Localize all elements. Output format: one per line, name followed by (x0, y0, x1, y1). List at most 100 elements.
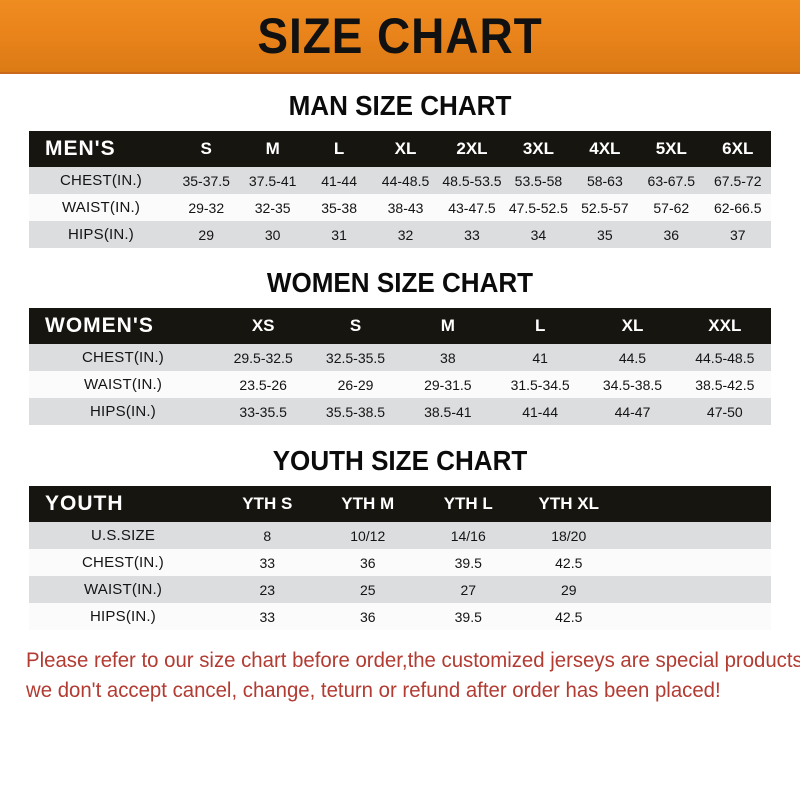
table-cell: 62-66.5 (704, 194, 771, 221)
table-cell: 44-47 (586, 398, 679, 425)
table-row: HIPS(IN.) 29 30 31 32 33 34 35 36 37 (29, 221, 771, 248)
column-header-size: YTH XL (518, 486, 619, 522)
column-header-size: L (493, 308, 587, 344)
column-header-size: L (305, 131, 373, 167)
table-row: WAIST(IN.) 23.5-26 26-29 29-31.5 31.5-34… (29, 371, 771, 398)
table-cell: 36 (317, 603, 418, 630)
table-cell: 42.5 (518, 603, 619, 630)
table-cell: 38-43 (372, 194, 439, 221)
table-header-row: YOUTH YTH S YTH M YTH L YTH XL (29, 486, 771, 522)
notice-line-2: we don't accept cancel, change, teturn o… (26, 678, 721, 702)
column-header-size: S (173, 131, 240, 167)
table-cell: 35 (571, 221, 639, 248)
table-cell: 33-35.5 (217, 398, 310, 425)
table-row: U.S.SIZE 8 10/12 14/16 18/20 (29, 522, 771, 549)
table-cell: 48.5-53.5 (438, 167, 506, 194)
table-cell: 26-29 (309, 371, 402, 398)
table-cell: 41-44 (305, 167, 373, 194)
women-section-title: WOMEN SIZE CHART (266, 267, 534, 298)
column-header-size: YTH M (317, 486, 418, 522)
order-policy-notice: Please refer to our size chart before or… (26, 646, 800, 706)
table-cell: 47.5-52.5 (505, 194, 572, 221)
table-cell: 32 (372, 221, 439, 248)
table-cell: 39.5 (418, 603, 519, 630)
row-label: HIPS(IN.) (29, 221, 173, 248)
table-cell: 29 (518, 576, 619, 603)
column-header-size: XS (217, 308, 310, 344)
row-label: WAIST(IN.) (29, 371, 217, 398)
column-header-size: M (239, 131, 306, 167)
table-cell: 34.5-38.5 (586, 371, 679, 398)
table-cell: 41-44 (493, 398, 587, 425)
table-cell: 34 (505, 221, 572, 248)
column-header-size: YTH S (217, 486, 318, 522)
table-cell: 38 (401, 344, 494, 371)
row-label: HIPS(IN.) (29, 398, 217, 425)
table-cell: 42.5 (518, 549, 619, 576)
column-header-size: XL (372, 131, 439, 167)
column-header-label: MEN'S (29, 131, 173, 167)
column-header-size: 4XL (571, 131, 639, 167)
table-cell: 35-37.5 (173, 167, 240, 194)
table-row: WAIST(IN.) 29-32 32-35 35-38 38-43 43-47… (29, 194, 771, 221)
row-label: HIPS(IN.) (29, 603, 217, 630)
table-cell: 23.5-26 (217, 371, 310, 398)
column-header-size: XXL (678, 308, 771, 344)
table-header-row: WOMEN'S XS S M L XL XXL (29, 308, 771, 344)
table-cell: 29 (173, 221, 240, 248)
table-cell: 58-63 (571, 167, 639, 194)
table-row: CHEST(IN.) 33 36 39.5 42.5 (29, 549, 771, 576)
table-header-row: MEN'S S M L XL 2XL 3XL 4XL 5XL 6XL (29, 131, 771, 167)
table-cell: 47-50 (678, 398, 771, 425)
table-cell: 33 (438, 221, 506, 248)
table-cell: 25 (317, 576, 418, 603)
row-label: U.S.SIZE (29, 522, 217, 549)
table-cell-spacer (619, 522, 771, 549)
column-header-size: 3XL (505, 131, 572, 167)
table-cell: 32.5-35.5 (309, 344, 402, 371)
table-cell: 29.5-32.5 (217, 344, 310, 371)
column-header-size: S (309, 308, 402, 344)
man-section-title: MAN SIZE CHART (288, 90, 512, 121)
size-chart-banner: SIZE CHART (0, 0, 800, 74)
table-cell: 37 (704, 221, 771, 248)
table-row: WAIST(IN.) 23 25 27 29 (29, 576, 771, 603)
table-cell: 43-47.5 (438, 194, 506, 221)
youth-size-table: YOUTH YTH S YTH M YTH L YTH XL U.S.SIZE … (29, 486, 771, 630)
table-cell: 38.5-41 (401, 398, 494, 425)
table-cell: 23 (217, 576, 318, 603)
column-header-size: 2XL (438, 131, 506, 167)
table-cell: 36 (638, 221, 705, 248)
table-cell: 33 (217, 549, 318, 576)
column-header-label: YOUTH (29, 486, 217, 522)
column-header-size: XL (586, 308, 679, 344)
table-cell: 29-32 (173, 194, 240, 221)
table-cell: 32-35 (239, 194, 306, 221)
table-cell: 44-48.5 (372, 167, 439, 194)
table-cell: 14/16 (418, 522, 519, 549)
youth-section-title: YOUTH SIZE CHART (272, 445, 528, 476)
table-row: CHEST(IN.) 35-37.5 37.5-41 41-44 44-48.5… (29, 167, 771, 194)
column-header-size: YTH L (418, 486, 519, 522)
column-header-size: 6XL (704, 131, 771, 167)
table-cell: 29-31.5 (401, 371, 494, 398)
page-title: SIZE CHART (257, 8, 543, 64)
column-header-label: WOMEN'S (29, 308, 217, 344)
women-size-table: WOMEN'S XS S M L XL XXL CHEST(IN.) 29.5-… (29, 308, 771, 425)
table-cell: 39.5 (418, 549, 519, 576)
table-row: HIPS(IN.) 33-35.5 35.5-38.5 38.5-41 41-4… (29, 398, 771, 425)
table-cell: 38.5-42.5 (678, 371, 771, 398)
table-cell-spacer (619, 549, 771, 576)
table-cell: 8 (217, 522, 318, 549)
row-label: WAIST(IN.) (29, 194, 173, 221)
table-cell: 52.5-57 (571, 194, 639, 221)
table-cell: 36 (317, 549, 418, 576)
table-cell-spacer (619, 576, 771, 603)
table-cell: 31.5-34.5 (493, 371, 587, 398)
table-cell: 53.5-58 (505, 167, 572, 194)
table-row: HIPS(IN.) 33 36 39.5 42.5 (29, 603, 771, 630)
row-label: CHEST(IN.) (29, 167, 173, 194)
table-cell: 44.5-48.5 (678, 344, 771, 371)
table-cell-spacer (619, 603, 771, 630)
table-cell: 10/12 (317, 522, 418, 549)
